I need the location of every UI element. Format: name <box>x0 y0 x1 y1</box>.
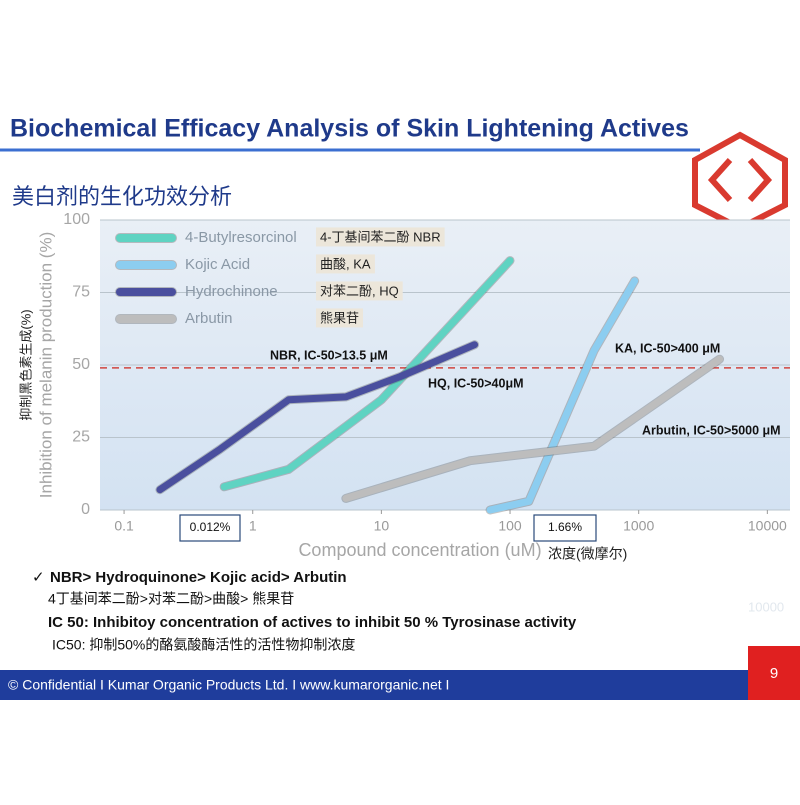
series-line <box>220 257 514 491</box>
legend-label: Kojic Acid <box>185 256 250 273</box>
legend-label-cn: 4-丁基间苯二酚 NBR <box>320 229 441 244</box>
legend-label-cn-box <box>316 254 375 274</box>
y-axis-title-cn: 抑制黑色素生成(%) <box>18 309 33 420</box>
bullet: 4丁基间苯二酚>对苯二酚>曲酸> 熊果苷 <box>48 591 294 607</box>
legend-label-cn: 熊果苷 <box>320 310 359 325</box>
y-tick-label: 50 <box>72 356 90 373</box>
x-tick-label: 1000 <box>623 518 654 534</box>
bullet: IC 50: Inhibitoy concentration of active… <box>48 614 577 631</box>
subtitle: 美白剂的生化功效分析 <box>12 184 232 209</box>
annotation: HQ, IC-50>40μM <box>428 376 524 390</box>
legend-label-cn-box <box>316 308 364 328</box>
value-box <box>533 514 597 542</box>
legend-label-cn: 对苯二酚, HQ <box>320 283 399 298</box>
page-number-box <box>748 646 800 700</box>
y-axis-title: Inhibition of melanin production (%) <box>36 232 55 498</box>
bullet: IC50: 抑制50%的酪氨酸酶活性的活性物抑制浓度 <box>52 637 355 653</box>
legend-label: Hydrochinone <box>185 283 278 300</box>
y-tick-label: 0 <box>81 501 90 518</box>
ghost-text: 10000 <box>748 599 784 614</box>
page-number: 9 <box>770 665 778 682</box>
footer-text: © Confidential I Kumar Organic Products … <box>8 677 449 693</box>
y-tick-label: 25 <box>72 429 90 446</box>
y-tick-label: 100 <box>63 211 90 228</box>
y-tick-label: 75 <box>72 284 90 301</box>
value-box-label: 1.66% <box>548 520 582 534</box>
footer-bar <box>0 670 800 700</box>
series-line <box>486 277 639 514</box>
annotation: Arbutin, IC-50>5000 μM <box>642 423 781 437</box>
check-mark: ✓ <box>32 569 45 586</box>
legend-label-cn: 曲酸, KA <box>320 256 371 271</box>
legend-label-cn-box <box>316 227 445 247</box>
legend-label: 4-Butylresorcinol <box>185 229 297 246</box>
x-axis-title: Compound concentration (uM) <box>298 540 541 560</box>
x-tick-label: 100 <box>498 518 522 534</box>
annotation: NBR, IC-50>13.5 μM <box>270 348 388 362</box>
x-tick-label: 1 <box>249 518 257 534</box>
x-tick-label: 10 <box>374 518 390 534</box>
value-box <box>179 514 241 542</box>
legend-label-cn-box <box>316 281 403 301</box>
legend-label: Arbutin <box>185 310 233 327</box>
slide-title: Biochemical Efficacy Analysis of Skin Li… <box>10 115 689 143</box>
series-line <box>156 341 479 494</box>
x-tick-label: 0.1 <box>114 518 134 534</box>
x-tick-label: 10000 <box>748 518 787 534</box>
value-box-label: 0.012% <box>190 520 231 534</box>
bullet: NBR> Hydroquinone> Kojic acid> Arbutin <box>50 569 347 586</box>
annotation: KA, IC-50>400 μM <box>615 341 720 355</box>
x-axis-title-cn: 浓度(微摩尔) <box>548 546 627 562</box>
series-line <box>342 355 724 502</box>
